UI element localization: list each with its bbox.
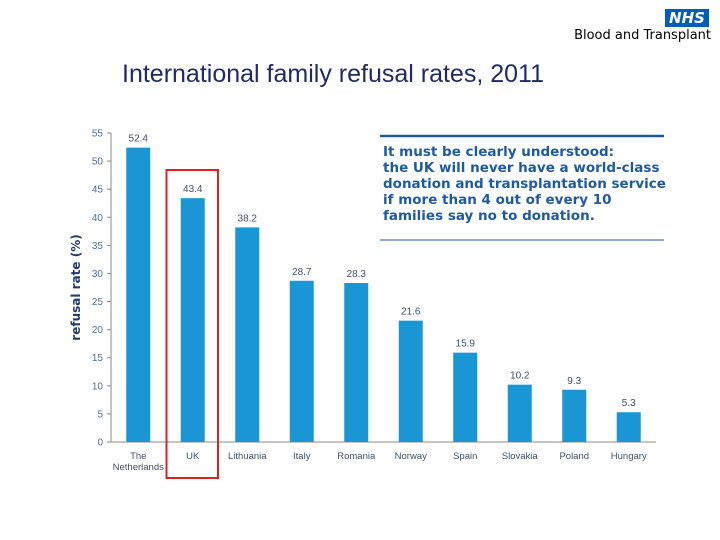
bar-value-label: 9.3 bbox=[567, 376, 581, 387]
bar-value-label: 43.4 bbox=[183, 184, 203, 195]
x-category-label: Slovakia bbox=[502, 451, 539, 462]
bar bbox=[616, 412, 641, 442]
x-category-label: UK bbox=[186, 451, 200, 462]
x-category-label: Lithuania bbox=[228, 451, 267, 462]
y-axis-title: refusal rate (%) bbox=[69, 234, 83, 340]
y-tick-label: 10 bbox=[92, 381, 104, 392]
y-tick-label: 50 bbox=[92, 157, 104, 168]
y-tick-label: 30 bbox=[92, 269, 104, 280]
bar bbox=[562, 389, 587, 442]
bar bbox=[344, 283, 369, 442]
bar-value-label: 5.3 bbox=[622, 398, 636, 409]
y-tick-label: 15 bbox=[92, 353, 104, 364]
bar-value-label: 28.7 bbox=[292, 267, 312, 278]
x-category-label: Netherlands bbox=[113, 462, 164, 473]
x-category-label: Hungary bbox=[611, 451, 647, 462]
slide-title: International family refusal rates, 2011 bbox=[122, 60, 544, 88]
y-tick-label: 35 bbox=[92, 241, 104, 252]
callout-line: donation and transplantation service bbox=[383, 176, 666, 192]
y-tick-label: 5 bbox=[97, 409, 103, 420]
bar bbox=[235, 227, 260, 442]
bar bbox=[507, 384, 532, 442]
uk-highlight-box bbox=[165, 169, 219, 479]
callout-line: if more than 4 out of every 10 bbox=[383, 192, 612, 208]
org-name: Blood and Transplant bbox=[574, 28, 711, 43]
bar bbox=[289, 280, 314, 442]
bar bbox=[126, 147, 151, 442]
callout-box: It must be clearly understood: the UK wi… bbox=[383, 144, 673, 224]
x-category-label: Romania bbox=[337, 451, 376, 462]
bar-value-label: 38.2 bbox=[238, 213, 258, 224]
nhs-logo: NHS bbox=[665, 9, 709, 27]
x-category-label: The bbox=[130, 451, 146, 462]
y-tick-label: 20 bbox=[92, 325, 104, 336]
y-tick-label: 45 bbox=[92, 185, 104, 196]
bar-value-label: 15.9 bbox=[456, 339, 476, 350]
bar bbox=[453, 352, 478, 442]
y-tick-label: 55 bbox=[92, 129, 104, 140]
callout-line: It must be clearly understood: bbox=[383, 144, 615, 160]
bar-value-label: 21.6 bbox=[401, 307, 421, 318]
y-tick-label: 40 bbox=[92, 213, 104, 224]
callout-line: families say no to donation. bbox=[383, 208, 595, 224]
bar-value-label: 28.3 bbox=[347, 269, 367, 280]
bar bbox=[398, 320, 423, 442]
bar bbox=[180, 198, 205, 442]
x-category-label: Norway bbox=[395, 451, 427, 462]
x-category-label: Poland bbox=[559, 451, 589, 462]
y-tick-label: 0 bbox=[97, 438, 103, 449]
bar-value-label: 10.2 bbox=[510, 371, 530, 382]
x-category-label: Spain bbox=[453, 451, 477, 462]
bar-value-label: 52.4 bbox=[129, 134, 149, 145]
y-tick-label: 25 bbox=[92, 297, 104, 308]
x-category-label: Italy bbox=[293, 451, 311, 462]
callout-line: the UK will never have a world-class bbox=[383, 160, 660, 176]
